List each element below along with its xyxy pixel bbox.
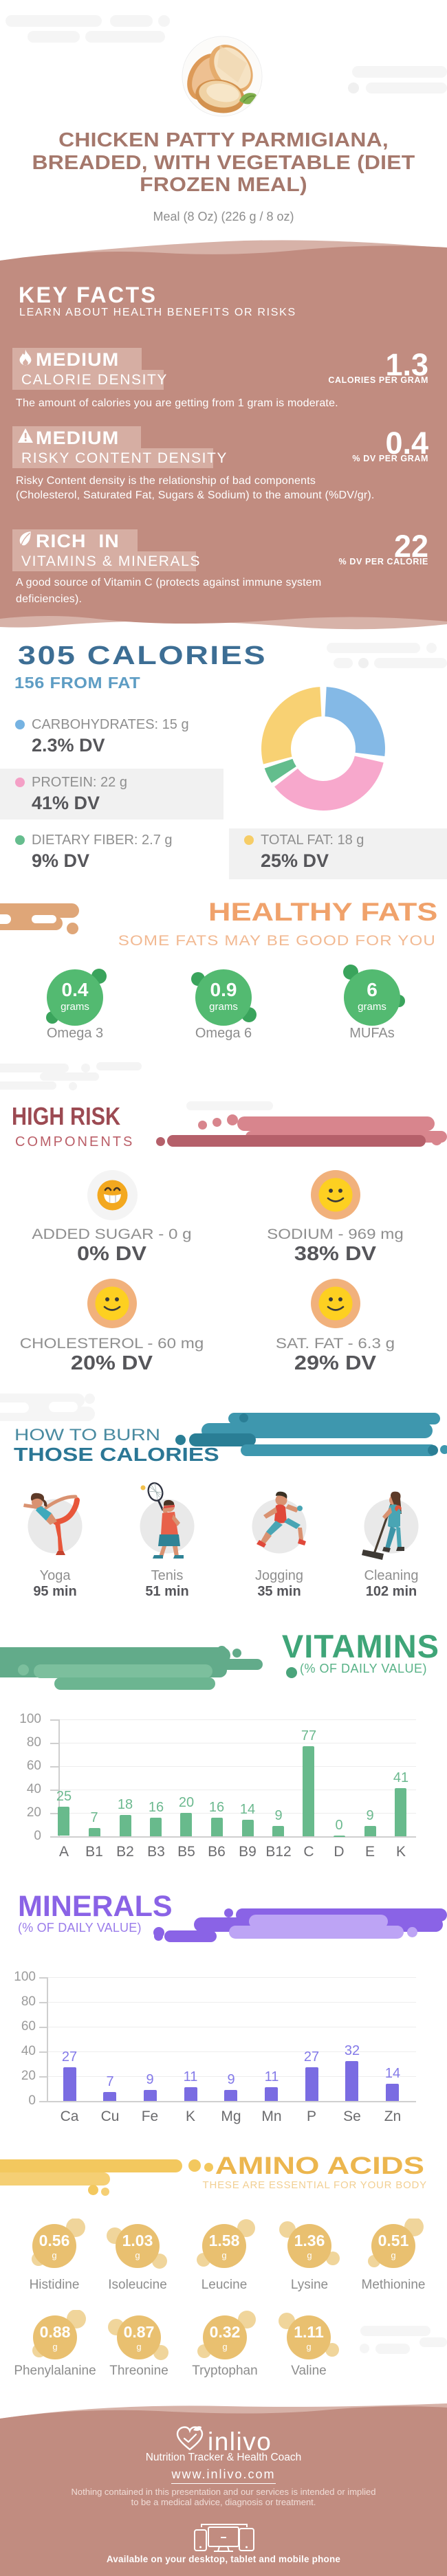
svg-text:g: g — [136, 2342, 141, 2352]
svg-text:0.4: 0.4 — [62, 979, 89, 1000]
svg-text:grams: grams — [61, 1001, 89, 1013]
svg-text:g: g — [307, 2250, 312, 2260]
svg-text:grams: grams — [358, 1001, 386, 1013]
svg-text:1.03: 1.03 — [122, 2232, 153, 2249]
svg-text:g: g — [222, 2342, 227, 2352]
svg-text:g: g — [52, 2342, 57, 2352]
svg-text:1.11: 1.11 — [294, 2323, 324, 2341]
svg-text:g: g — [306, 2342, 311, 2352]
svg-text:0.32: 0.32 — [210, 2323, 241, 2341]
svg-text:g: g — [52, 2250, 56, 2260]
svg-text:1.36: 1.36 — [294, 2232, 325, 2249]
svg-text:0.87: 0.87 — [124, 2323, 155, 2341]
svg-text:0.56: 0.56 — [39, 2232, 70, 2249]
svg-text:g: g — [391, 2250, 395, 2260]
svg-text:0.51: 0.51 — [378, 2232, 409, 2249]
svg-text:grams: grams — [209, 1001, 238, 1013]
svg-text:g: g — [135, 2250, 140, 2260]
svg-text:g: g — [221, 2250, 226, 2260]
svg-text:6: 6 — [367, 979, 378, 1000]
svg-text:1.58: 1.58 — [209, 2232, 240, 2249]
svg-text:0.9: 0.9 — [210, 979, 237, 1000]
svg-text:0.88: 0.88 — [40, 2323, 71, 2341]
